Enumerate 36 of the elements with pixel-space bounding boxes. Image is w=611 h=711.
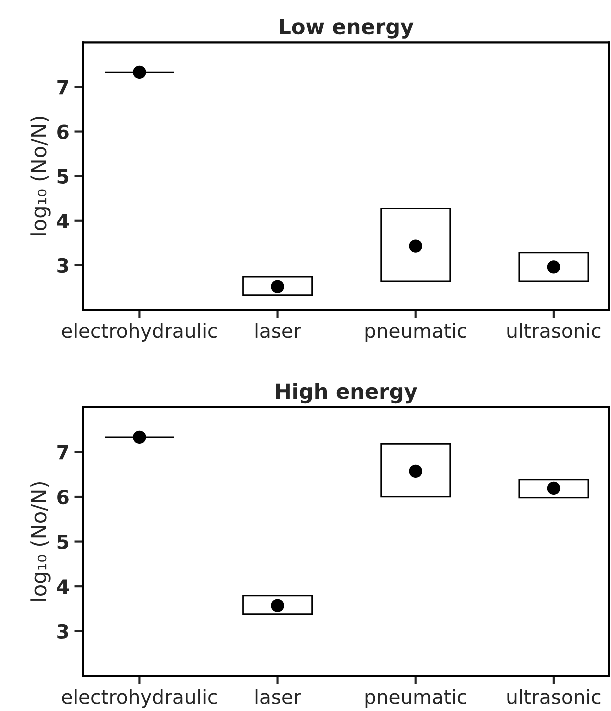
- y-tick-label: 7: [58, 445, 68, 460]
- y-tick-label: 3: [58, 624, 68, 640]
- point: [133, 66, 146, 80]
- y-tick-label: 6: [58, 490, 69, 505]
- bar: [242, 276, 313, 296]
- point: [547, 482, 561, 496]
- chart-title: Low energy: [280, 19, 414, 39]
- point: [271, 599, 284, 612]
- y-tick-label: 3: [58, 258, 68, 274]
- y-tick-label: 5: [58, 170, 69, 184]
- y-tick-label: 4: [57, 580, 70, 594]
- point: [409, 240, 422, 253]
- point: [271, 280, 284, 294]
- y-tick-label: 5: [58, 534, 69, 550]
- bar: [380, 443, 452, 498]
- bar: [380, 208, 452, 282]
- x-tick-label: electrohydraulic: [62, 323, 217, 342]
- point: [133, 430, 146, 444]
- y-axis-title: log₁₀ (No/N): [30, 482, 51, 601]
- point: [409, 464, 422, 478]
- bar: [518, 479, 590, 499]
- x-tick-label: pneumatic: [366, 323, 466, 342]
- y-axis-title: log₁₀ (No/N): [30, 116, 51, 236]
- x-tick-label: laser: [256, 689, 302, 704]
- x-tick-label: laser: [256, 323, 302, 338]
- bar: [518, 252, 590, 282]
- y-tick-label: 7: [58, 80, 68, 95]
- y-tick-label: 4: [57, 214, 70, 228]
- bar: [242, 595, 313, 616]
- y-tick-label: 6: [58, 124, 69, 140]
- point: [547, 260, 561, 274]
- x-tick-label: electrohydraulic: [62, 689, 217, 708]
- chart-title: High energy: [276, 383, 418, 404]
- x-tick-label: ultrasonic: [508, 323, 601, 338]
- x-tick-label: ultrasonic: [508, 689, 601, 704]
- x-tick-label: pneumatic: [366, 689, 466, 708]
